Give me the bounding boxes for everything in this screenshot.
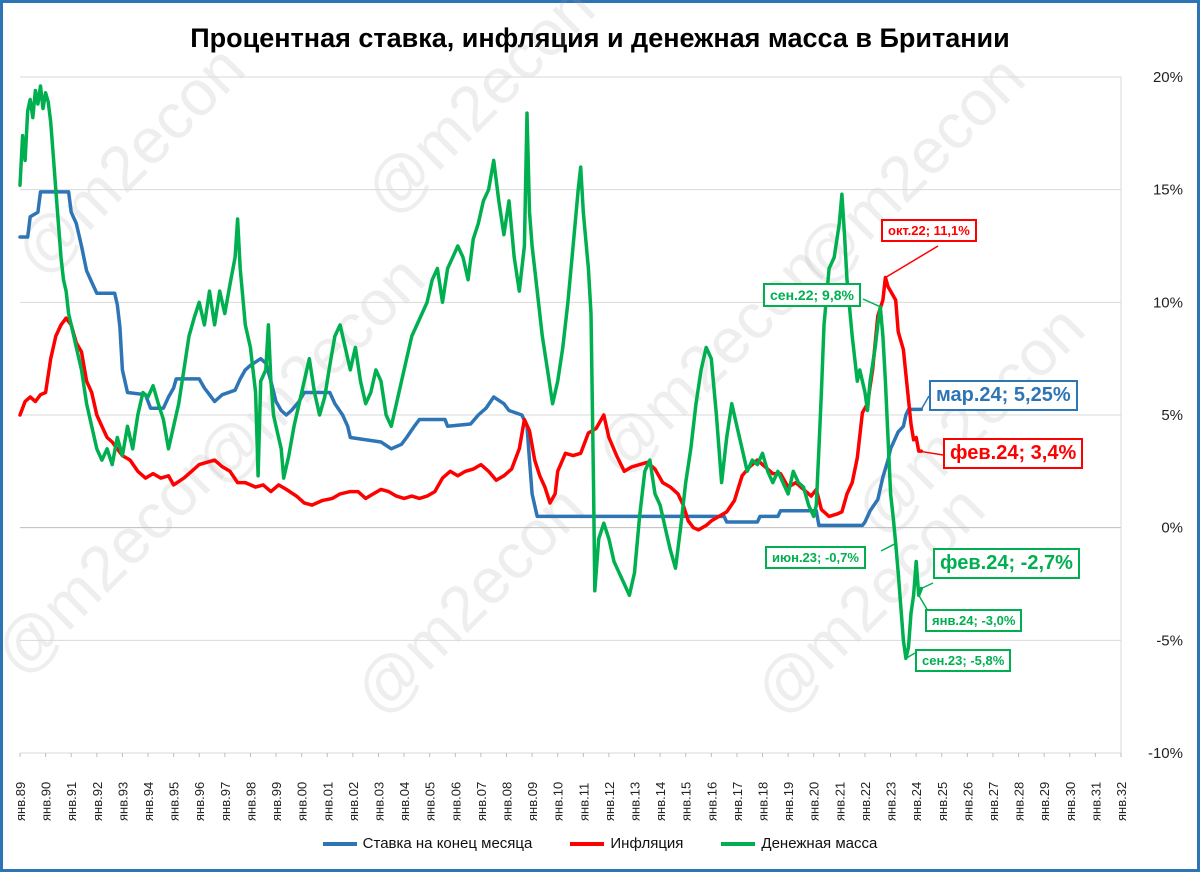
series-line-money [18,84,924,661]
x-tick-label: янв.16 [704,782,719,821]
callout-leader-line [905,652,916,660]
x-tick-label: янв.07 [474,782,489,821]
x-tick-label: янв.90 [39,782,54,821]
y-tick-label: 5% [1161,407,1183,424]
x-tick-label: янв.09 [525,782,540,821]
x-tick-label: янв.15 [679,782,694,821]
x-tick-label: янв.26 [960,782,975,821]
x-tick-label: янв.95 [167,782,182,821]
callout-money-jan24: янв.24; -3,0% [925,609,1023,632]
x-tick-label: янв.99 [269,782,284,821]
chart-plot: 20% 15% 10% 5% 0% -5% -10% янв.89 янв.90 янв.91 ян… [13,69,1183,821]
callout-leader-line [885,245,939,279]
callout-money-feb24: фев.24; -2,7% [933,548,1080,579]
x-tick-label: янв.19 [781,782,796,821]
callout-leader-line [880,542,897,552]
x-tick-label: янв.00 [295,782,310,821]
y-tick-label: -10% [1148,745,1183,762]
x-tick-label: янв.05 [423,782,438,821]
x-tick-label: янв.01 [320,782,335,821]
callout-money-jun23: июн.23; -0,7% [765,546,866,569]
x-tick-label: янв.32 [1114,782,1129,821]
legend-label-rate: Ставка на конец месяца [362,835,533,852]
legend-item-rate: Ставка на конец месяца [322,835,533,852]
x-tick-label: янв.08 [499,782,514,821]
x-tick-label: янв.31 [1088,782,1103,821]
callout-leader-line [918,450,944,456]
x-tick-label: янв.89 [13,782,28,821]
x-tick-label: янв.06 [448,782,463,821]
legend-swatch-rate [322,841,357,846]
x-tick-label: янв.30 [1063,782,1078,821]
legend-item-inflation: Инфляция [570,835,683,852]
chart-legend: Ставка на конец месяца Инфляция Денежная… [3,835,1197,852]
legend-swatch-inflation [570,841,605,846]
x-tick-label: янв.14 [653,782,668,821]
chart-title: Процентная ставка, инфляция и денежная м… [190,23,1010,53]
legend-item-money: Денежная масса [721,835,877,852]
x-tick-label: янв.22 [858,782,873,821]
callout-inflation-oct22: окт.22; 11,1% [881,219,977,242]
x-tick-label: янв.17 [730,782,745,821]
x-tick-label: янв.29 [1037,782,1052,821]
callout-inflation-feb24: фев.24; 3,4% [943,438,1084,469]
x-tick-label: янв.23 [884,782,899,821]
x-tick-label: янв.12 [602,782,617,821]
x-tick-label: янв.97 [218,782,233,821]
x-tick-label: янв.27 [986,782,1001,821]
callout-rate-mar24: мар.24; 5,25% [929,380,1078,411]
legend-label-money: Денежная масса [761,835,878,852]
y-tick-label: -5% [1156,632,1183,649]
x-tick-label: янв.93 [115,782,130,821]
callout-leader-line [918,594,929,612]
x-tick-label: янв.18 [756,782,771,821]
x-tick-label: янв.20 [807,782,822,821]
x-tick-label: янв.96 [192,782,207,821]
callout-leader-line [862,298,881,308]
x-tick-label: янв.21 [832,782,847,821]
x-tick-label: янв.24 [909,782,924,821]
series-line-rate [18,190,924,528]
x-tick-label: янв.92 [90,782,105,821]
x-tick-label: янв.11 [576,783,591,821]
x-tick-label: янв.02 [346,782,361,821]
y-tick-label: 15% [1153,182,1183,199]
y-tick-label: 20% [1153,69,1183,86]
callout-leader-line [920,582,934,590]
x-tick-label: янв.91 [64,782,79,821]
x-tick-label: янв.28 [1012,782,1027,821]
x-tick-label: янв.13 [628,782,643,821]
x-tick-label: янв.94 [141,782,156,821]
x-tick-label: янв.10 [551,782,566,821]
x-tick-label: янв.25 [935,782,950,821]
x-tick-label: янв.04 [397,782,412,821]
x-tick-label: янв.03 [371,782,386,821]
callout-money-sep23: сен.23; -5,8% [915,649,1012,672]
y-tick-label: 0% [1161,520,1183,537]
callout-leader-line [920,395,930,410]
x-tick-label: янв.98 [243,782,258,821]
legend-label-inflation: Инфляция [610,835,684,852]
legend-swatch-money [721,841,756,846]
y-tick-label: 10% [1153,294,1183,311]
series-line-inflation [18,275,924,532]
callout-money-sep22: сен.22; 9,8% [763,283,861,307]
